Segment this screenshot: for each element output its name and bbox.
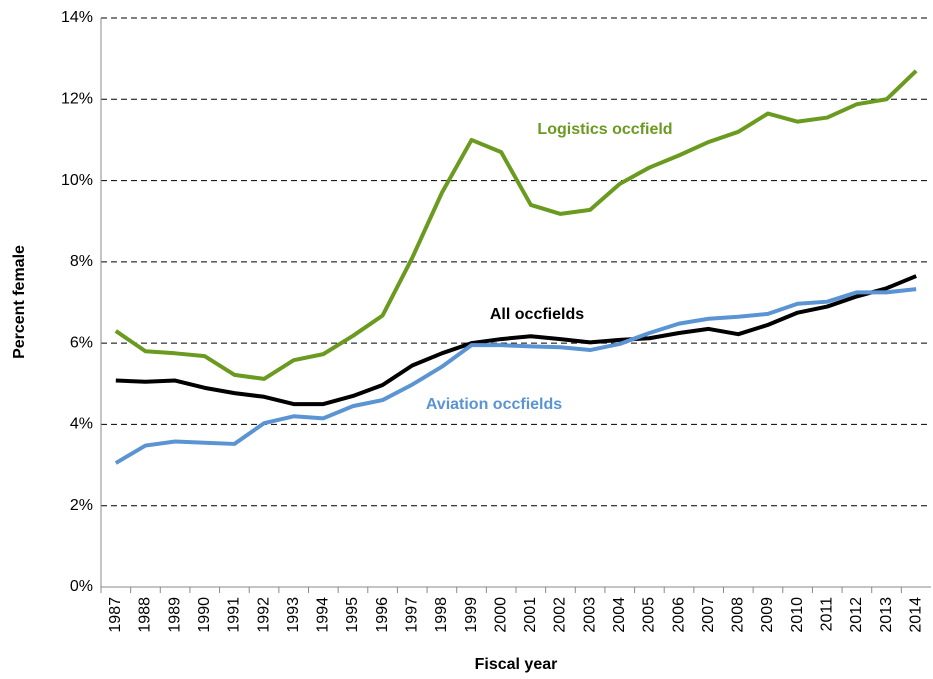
y-tick-label: 12% [61,91,93,108]
series-label: All occfields [490,306,584,323]
x-tick-label: 1992 [255,597,272,633]
series-line [114,287,917,465]
x-tick-label: 1994 [315,597,332,633]
y-tick-label: 4% [70,416,93,433]
x-tick-label: 1999 [463,597,480,633]
x-tick-label: 2013 [878,597,895,633]
x-tick-label: 1993 [285,597,302,633]
series-line [114,69,918,381]
x-tick-label: 2010 [789,597,806,633]
y-tick-label: 14% [61,9,93,26]
y-tick-label: 0% [70,578,93,595]
y-axis-label: Percent female [11,245,28,359]
x-tick-label: 1998 [433,597,450,633]
x-tick-label: 1989 [166,597,183,633]
x-tick-label: 2000 [492,597,509,633]
y-tick-label: 8% [70,253,93,270]
x-tick-label: 2009 [759,597,776,633]
x-tick-label: 2005 [641,597,658,633]
series-label: Aviation occfields [426,396,562,413]
x-tick-label: 2007 [700,597,717,633]
x-tick-label: 2011 [818,597,835,632]
x-tick-label: 1996 [374,597,391,633]
x-tick-label: 2004 [611,597,628,633]
x-tick-label: 1990 [196,597,213,633]
x-tick-label: 1991 [226,597,243,633]
x-tick-label: 2001 [522,597,539,633]
x-tick-label: 1995 [344,597,361,633]
x-tick-label: 2002 [552,597,569,633]
x-axis-label: Fiscal year [475,656,558,673]
x-tick-label: 2014 [907,597,924,633]
series-line [115,274,917,407]
y-tick-label: 2% [70,497,93,514]
x-tick-label: 2006 [670,597,687,633]
x-tick-label: 2012 [848,597,865,633]
series-label: Logistics occfield [537,121,672,138]
x-tick-label: 1988 [137,597,154,633]
x-tick-label: 2008 [730,597,747,633]
x-tick-label: 2003 [581,597,598,633]
y-tick-label: 6% [70,334,93,351]
x-tick-label: 1997 [403,597,420,633]
y-tick-label: 10% [61,172,93,189]
x-tick-label: 1987 [107,597,124,633]
